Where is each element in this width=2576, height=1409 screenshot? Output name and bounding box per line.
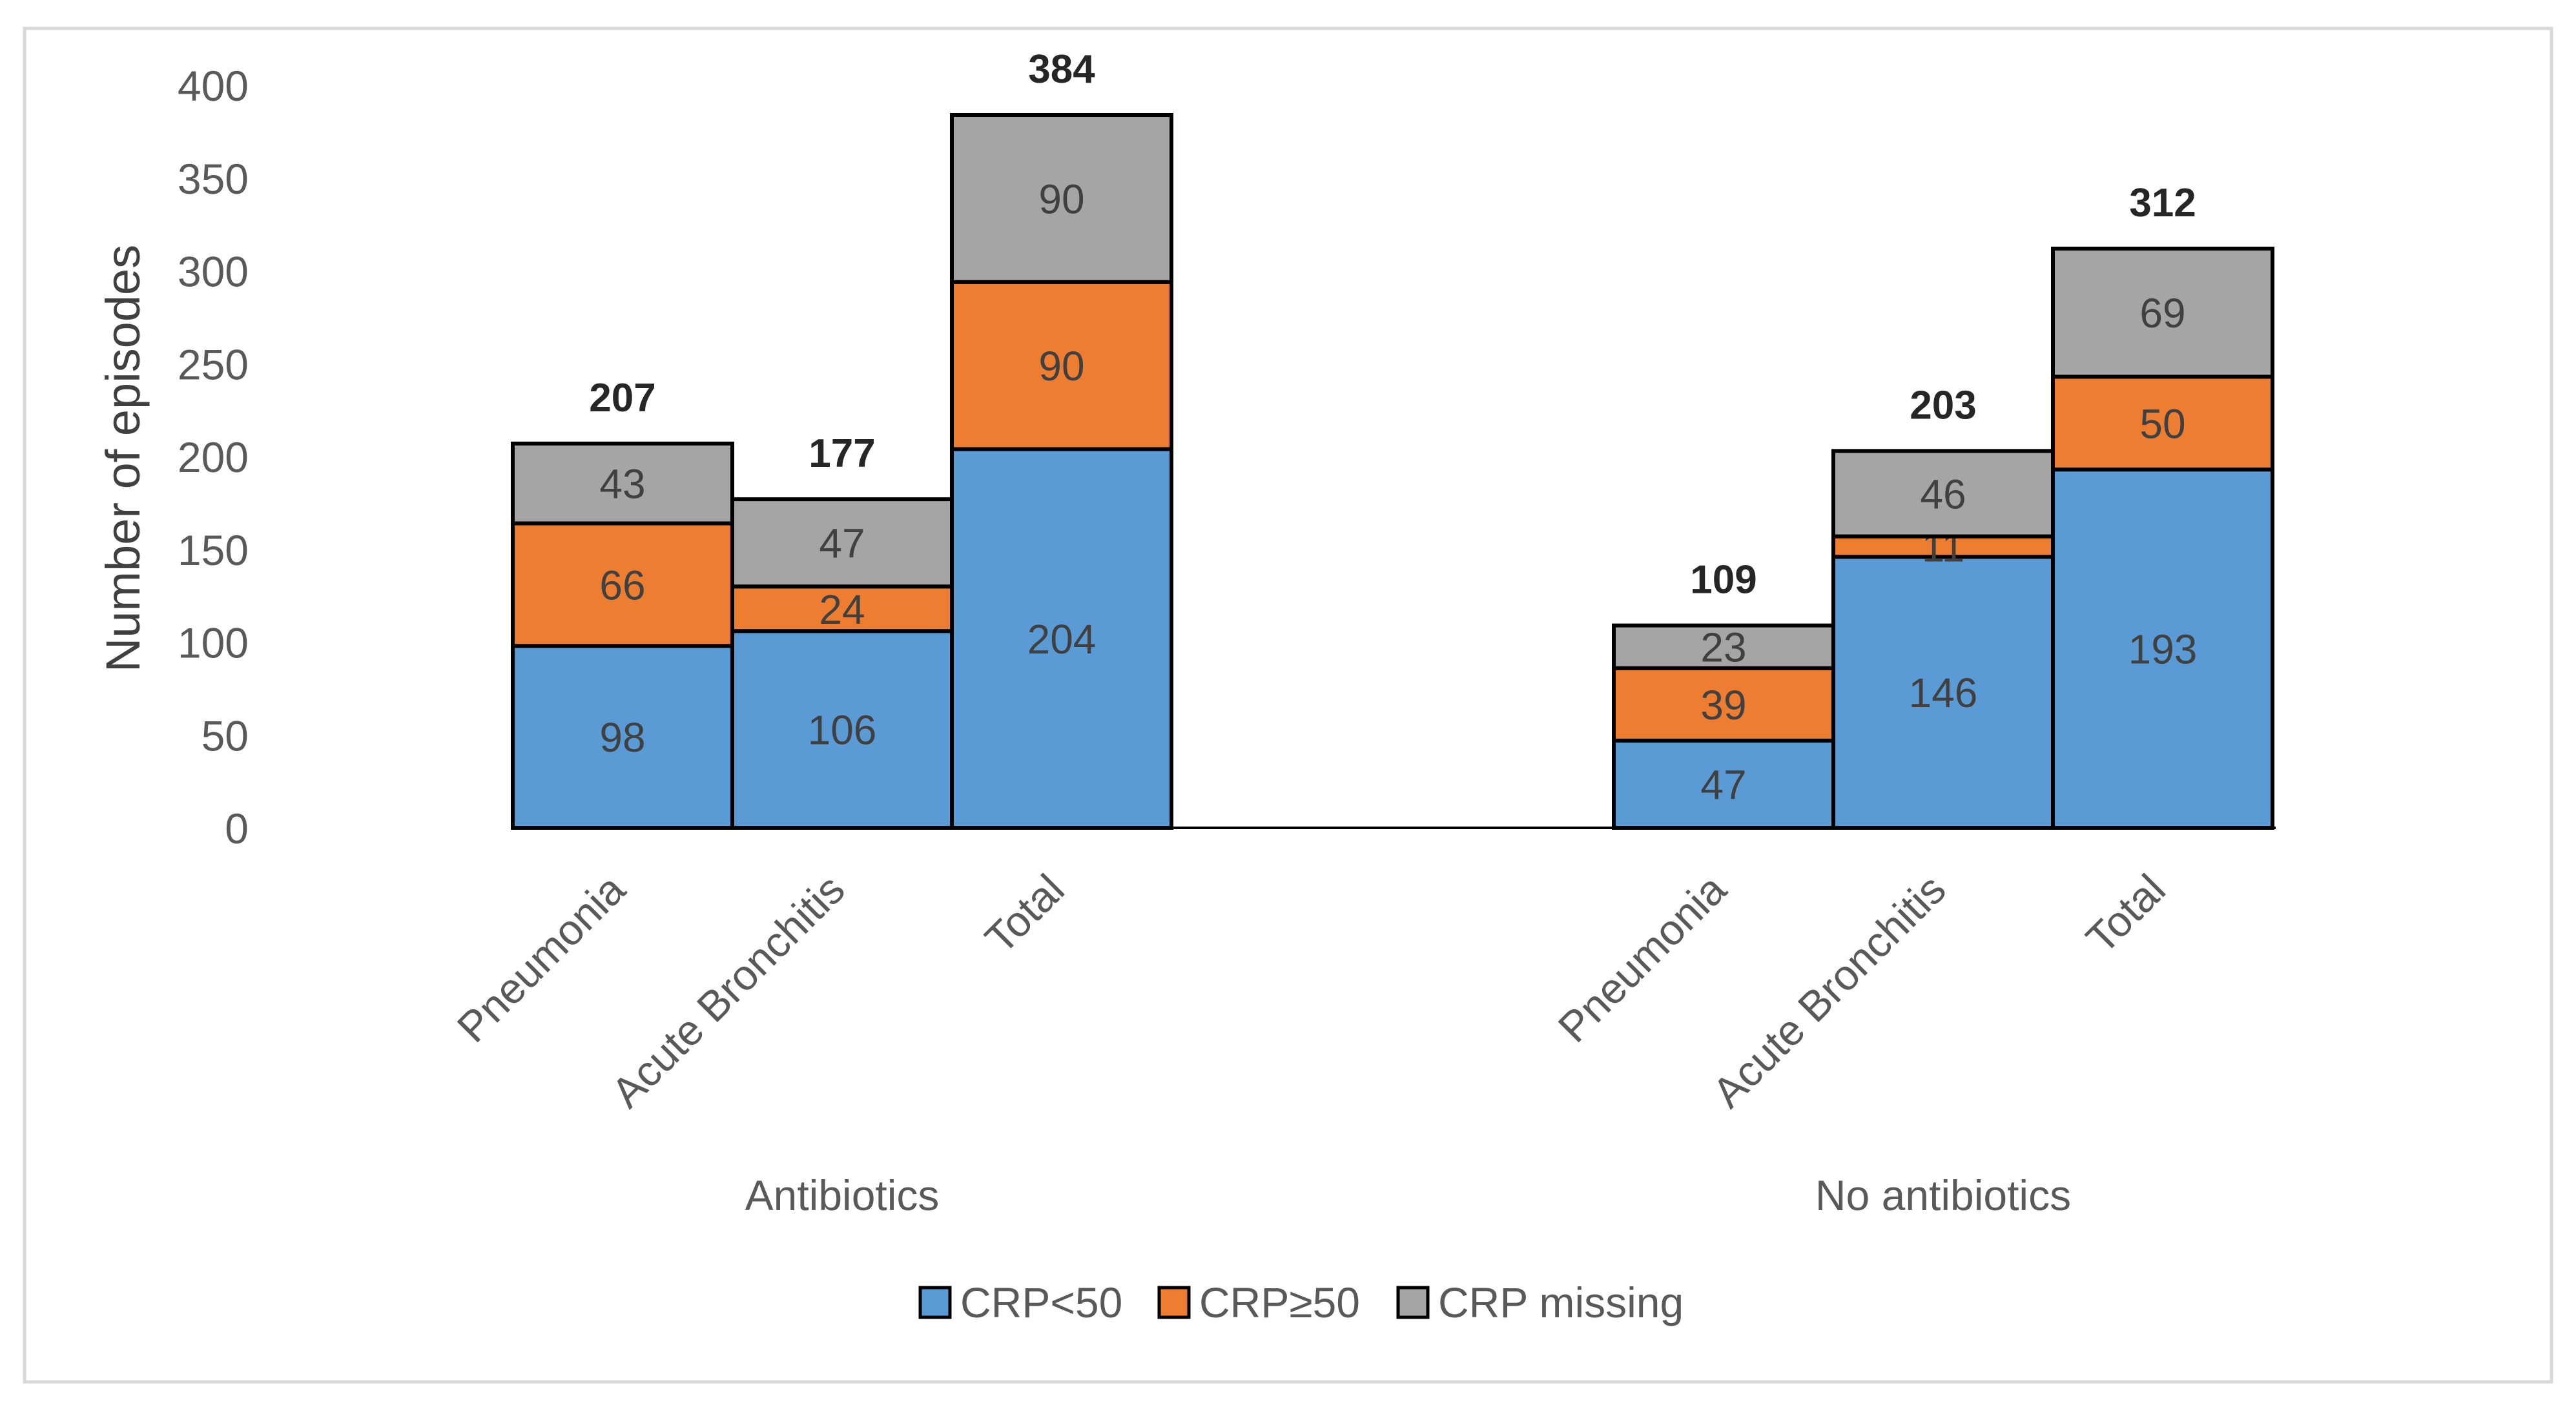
data-label: 204: [1027, 616, 1097, 663]
y-tick-label: 200: [178, 433, 249, 481]
bar-segment-antibiotics-pneumonia-crpge50: [511, 521, 734, 648]
data-label: 90: [1038, 176, 1084, 222]
y-axis-title: Number of episodes: [96, 245, 150, 672]
bar-segment-no-antibiotics-total-crp-missing: [2051, 247, 2274, 379]
y-tick-label: 250: [178, 340, 249, 388]
bar-segment-no-antibiotics-total-crpge50: [2051, 375, 2274, 472]
data-label: 24: [819, 586, 865, 633]
data-label: 43: [599, 461, 645, 508]
y-tick-label: 150: [178, 526, 249, 574]
y-tick-label: 0: [225, 805, 249, 852]
legend-label: CRP<50: [960, 1279, 1122, 1326]
group-label: No antibiotics: [1815, 1171, 2071, 1219]
legend-item-crpge50: CRP≥50: [1157, 1279, 1360, 1326]
data-label: 39: [1700, 682, 1746, 728]
y-tick-label: 100: [178, 619, 249, 667]
total-label: 203: [1910, 383, 1976, 427]
bar-segment-no-antibiotics-pneumonia-crp-missing: [1612, 623, 1835, 670]
total-label: 207: [589, 376, 655, 420]
bar-segment-antibiotics-total-crpge50: [950, 280, 1173, 451]
y-tick-label: 50: [201, 712, 249, 759]
data-label: 90: [1038, 343, 1084, 389]
y-tick-label: 400: [178, 62, 249, 110]
legend-swatch: [1157, 1286, 1191, 1319]
bar-segment-no-antibiotics-total-crplt50: [2051, 468, 2274, 830]
y-tick-label: 350: [178, 155, 249, 203]
data-label: 47: [819, 520, 865, 567]
total-label: 312: [2129, 181, 2196, 225]
data-label: 47: [1700, 761, 1746, 808]
bar-segment-no-antibiotics-acute-bronchitis-crplt50: [1831, 555, 2055, 830]
group-label: Antibiotics: [745, 1171, 940, 1219]
bar-segment-antibiotics-total-crp-missing: [950, 113, 1173, 284]
legend-swatch: [918, 1286, 952, 1319]
data-label: 193: [2128, 626, 2198, 673]
total-label: 109: [1690, 558, 1757, 602]
bar-segment-antibiotics-total-crplt50: [950, 447, 1173, 830]
bar-segment-antibiotics-acute-bronchitis-crplt50: [730, 629, 954, 830]
data-label: 46: [1920, 471, 1966, 518]
total-label: 384: [1028, 47, 1095, 92]
bar-segment-antibiotics-acute-bronchitis-crp-missing: [730, 497, 954, 589]
data-label: 66: [599, 562, 645, 608]
legend-item-crp-missing: CRP missing: [1396, 1279, 1684, 1326]
total-label: 177: [809, 431, 875, 476]
data-label: 50: [2139, 400, 2185, 447]
bar-segment-antibiotics-pneumonia-crp-missing: [511, 441, 734, 526]
y-tick-label: 300: [178, 248, 249, 296]
data-label: 23: [1700, 624, 1746, 671]
data-label: 69: [2139, 290, 2185, 336]
legend-swatch: [1396, 1286, 1430, 1319]
data-label: 98: [599, 714, 645, 761]
data-label: 146: [1909, 670, 1978, 716]
legend-label: CRP missing: [1438, 1279, 1684, 1326]
legend-label: CRP≥50: [1199, 1279, 1360, 1326]
data-label: 106: [808, 707, 877, 754]
legend-item-crplt50: CRP<50: [918, 1279, 1122, 1326]
